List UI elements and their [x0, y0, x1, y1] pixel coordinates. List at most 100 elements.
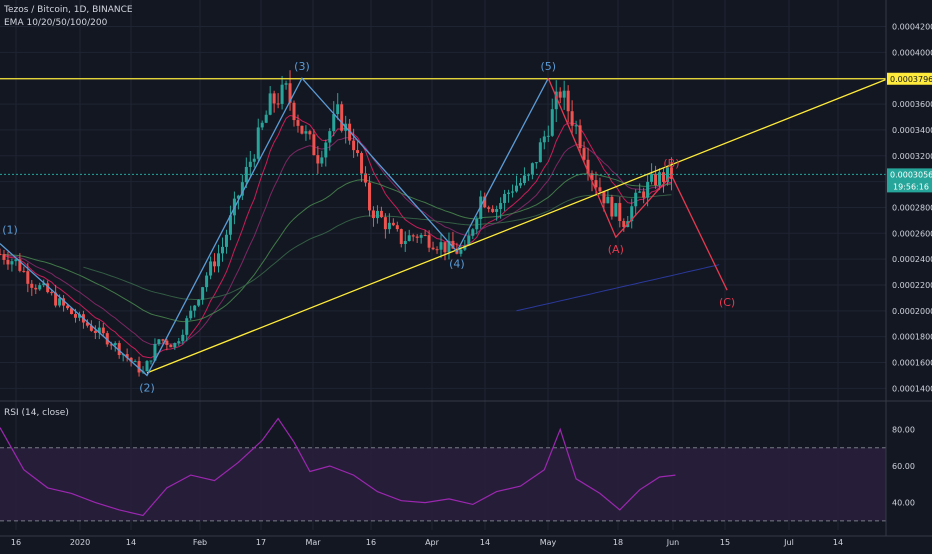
- candle-body: [50, 292, 54, 294]
- candle-body: [193, 305, 197, 311]
- candle-body: [491, 208, 495, 212]
- candle-body: [228, 215, 232, 235]
- candle-body: [622, 221, 626, 228]
- candle-body: [284, 83, 288, 85]
- candle-body: [479, 196, 483, 219]
- candle-body: [30, 283, 34, 288]
- candle-body: [328, 131, 332, 143]
- rsi-line: [0, 417, 676, 517]
- candle-layer: [0, 70, 673, 377]
- candle-body: [22, 270, 26, 272]
- candle-body: [316, 155, 320, 164]
- candle-body: [650, 173, 654, 182]
- candle-body: [312, 134, 316, 156]
- candle-body: [447, 240, 451, 253]
- candle-body: [360, 153, 364, 174]
- time-tick-label: 14: [480, 538, 490, 547]
- price-tick-label: 0.0001400: [892, 384, 932, 393]
- candle-body: [395, 225, 399, 230]
- time-tick-label: Apr: [425, 538, 440, 547]
- candle-body: [117, 343, 121, 356]
- candle-body: [157, 339, 161, 345]
- candle-body: [379, 210, 383, 218]
- corrective-wave-path: [547, 77, 728, 291]
- candle-body: [6, 259, 10, 265]
- candle-body: [26, 271, 30, 284]
- candle-body: [308, 131, 312, 135]
- candle-body: [391, 222, 395, 226]
- candle-body: [125, 354, 129, 358]
- candle-body: [77, 314, 81, 318]
- candle-body: [662, 172, 666, 183]
- candle-body: [562, 90, 566, 98]
- candle-body: [387, 222, 391, 230]
- candle-body: [495, 209, 499, 212]
- candle-body: [582, 148, 586, 160]
- time-tick-label: 2020: [70, 538, 90, 547]
- rsi-layer: [0, 417, 886, 522]
- price-tick-label: 0.0003200: [892, 152, 932, 161]
- candle-body: [113, 343, 117, 346]
- wave-label: (1): [2, 224, 18, 237]
- candle-body: [367, 182, 371, 211]
- price-tick-label: 0.0004000: [892, 48, 932, 57]
- candle-body: [614, 203, 618, 217]
- candle-body: [324, 142, 328, 158]
- candle-body: [276, 103, 280, 105]
- rsi-tick-label: 60.00: [892, 462, 915, 471]
- countdown-label: 19:56:16: [893, 182, 929, 191]
- candle-body: [66, 305, 70, 309]
- candle-body: [634, 192, 638, 207]
- candle-body: [2, 254, 6, 260]
- line-layer: [0, 78, 887, 374]
- candle-body: [665, 167, 669, 183]
- candle-body: [467, 235, 471, 246]
- candle-body: [14, 259, 18, 262]
- time-tick-label: 18: [613, 538, 623, 547]
- candle-body: [646, 181, 650, 198]
- candle-body: [602, 191, 606, 204]
- candle-body: [320, 157, 324, 164]
- ema-line: [516, 264, 720, 312]
- candle-body: [97, 327, 101, 333]
- candle-body: [236, 195, 240, 199]
- candle-body: [292, 102, 296, 121]
- candle-body: [256, 127, 260, 159]
- time-tick-label: Mar: [305, 538, 321, 547]
- rsi-band: [0, 447, 886, 521]
- candle-body: [538, 142, 542, 163]
- candle-body: [129, 357, 133, 362]
- last-price-tag: [887, 168, 932, 193]
- candle-body: [463, 245, 467, 250]
- candle-body: [375, 210, 379, 219]
- time-tick-label: 16: [366, 538, 376, 547]
- candle-body: [252, 158, 256, 162]
- candle-body: [642, 191, 646, 198]
- candle-body: [201, 287, 205, 300]
- time-tick-label: Jun: [666, 538, 680, 547]
- wave-label: (5): [540, 60, 556, 73]
- rsi-title: RSI (14, close): [4, 408, 69, 418]
- candle-body: [304, 131, 308, 134]
- candle-body: [407, 235, 411, 242]
- ema-line: [3, 173, 672, 323]
- resistance-price-label: 0.0003796: [890, 75, 932, 84]
- candle-body: [534, 162, 538, 164]
- candle-body: [280, 84, 284, 104]
- candle-body: [133, 361, 137, 363]
- time-tick-label: Feb: [193, 538, 207, 547]
- candle-body: [630, 206, 634, 222]
- wave-label: (A): [608, 243, 624, 256]
- candle-body: [439, 242, 443, 250]
- ema-line: [3, 114, 672, 359]
- candle-body: [364, 173, 368, 183]
- candle-body: [451, 240, 455, 249]
- indicator-legend: EMA 10/20/50/100/200: [4, 18, 108, 28]
- candle-body: [101, 327, 105, 334]
- candle-body: [177, 341, 181, 344]
- candle-body: [272, 93, 276, 104]
- candle-body: [427, 235, 431, 248]
- candle-body: [42, 283, 46, 286]
- candle-body: [499, 203, 503, 210]
